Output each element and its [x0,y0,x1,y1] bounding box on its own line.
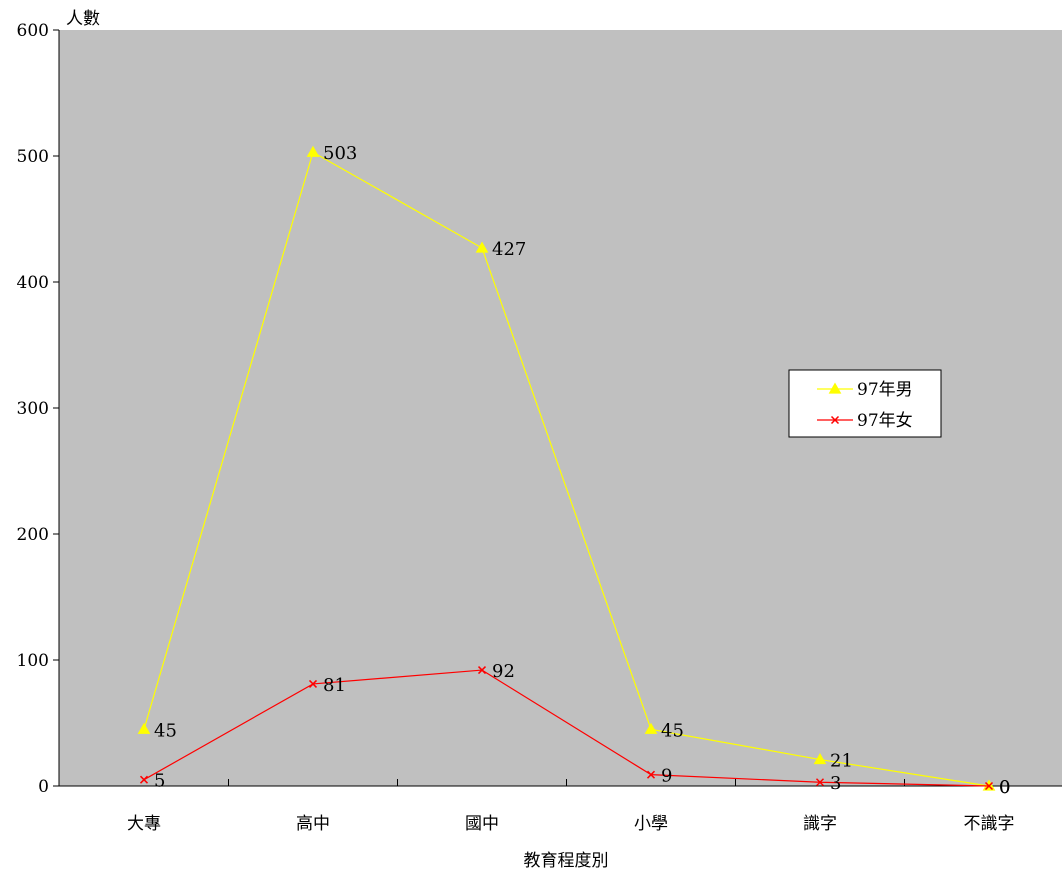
x-tick-label: 大專 [127,814,161,834]
y-tick-label: 100 [17,651,49,671]
y-tick-label: 0 [38,777,49,797]
y-tick-label: 300 [17,399,49,419]
x-axis-title: 教育程度別 [524,851,609,871]
legend: 97年男 97年女 [789,370,941,437]
data-label: 81 [323,675,346,696]
legend-label: 97年女 [857,411,913,431]
x-tick-label: 國中 [465,814,499,834]
y-tick-label: 200 [17,525,49,545]
data-label: 21 [830,751,853,772]
data-label: 9 [661,766,672,787]
data-label: 0 [999,777,1010,798]
x-tick-label: 高中 [296,814,330,834]
data-label: 5 [154,771,165,792]
data-label: 45 [154,720,177,741]
y-tick-label: 500 [17,147,49,167]
data-label: 92 [492,661,515,682]
legend-label: 97年男 [857,380,913,400]
data-label: 503 [323,143,357,164]
data-label: 3 [830,773,841,794]
y-tick-label: 400 [17,273,49,293]
y-tick-label: 600 [17,21,49,41]
data-label: 427 [492,239,526,260]
y-axis-title: 人數 [66,9,100,29]
x-tick-label: 小學 [634,814,668,834]
x-tick-label: 不識字 [964,814,1015,834]
x-tick-label: 識字 [803,814,837,834]
data-label: 45 [661,720,684,741]
